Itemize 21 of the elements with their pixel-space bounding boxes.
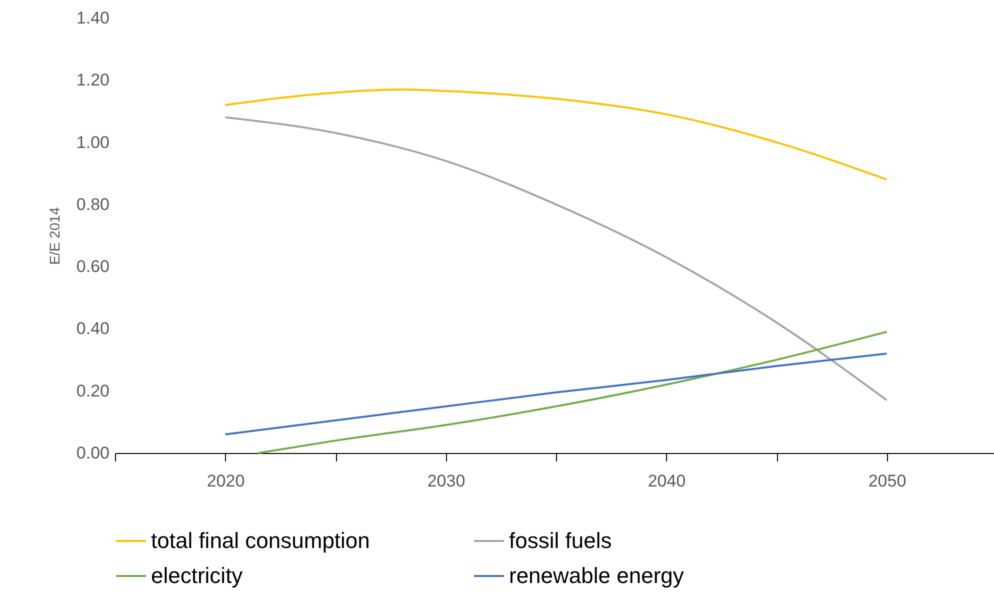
legend-label: electricity xyxy=(151,563,243,588)
y-tick-label: 1.40 xyxy=(76,8,110,28)
line-series xyxy=(224,352,888,436)
x-tick-label: 2030 xyxy=(427,472,466,490)
y-tick-label: 1.00 xyxy=(76,132,110,152)
x-tick-label: 2020 xyxy=(206,472,245,490)
y-tick-label: 0.80 xyxy=(76,194,110,214)
x-tick-label: 2050 xyxy=(868,472,906,490)
legend-label: renewable energy xyxy=(509,563,684,588)
line-series xyxy=(257,330,888,454)
y-tick-label: 1.20 xyxy=(76,70,110,90)
x-tick-label: 2040 xyxy=(648,472,686,490)
y-tick-label: 0.60 xyxy=(76,257,110,276)
y-axis-title: E/E 2014 xyxy=(46,206,62,265)
y-tick-label: 0.20 xyxy=(76,381,110,400)
y-tick-label: 0.40 xyxy=(76,319,110,338)
y-tick-label: 0.00 xyxy=(76,444,110,462)
line-series xyxy=(224,88,888,181)
legend-label: fossil fuels xyxy=(509,528,612,553)
legend-label: total final consumption xyxy=(151,528,370,553)
line-series xyxy=(224,116,888,402)
